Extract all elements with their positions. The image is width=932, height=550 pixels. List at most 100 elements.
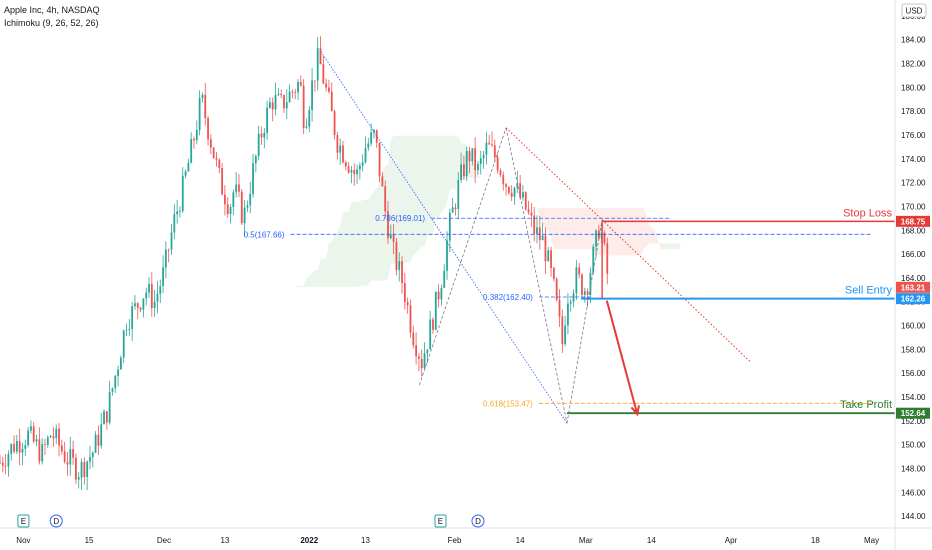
candle-body [153, 301, 156, 309]
cloud-segment [615, 208, 619, 256]
candle-body [541, 235, 544, 241]
cloud-segment [418, 135, 422, 251]
price-axis[interactable]: 144.00 146.00 148.00 150.00 152.00 154.00 156.… [894, 0, 930, 550]
candle-body [280, 93, 283, 96]
cloud-segment [404, 135, 408, 263]
fib-leg-line [320, 51, 568, 424]
candle-body [364, 147, 367, 163]
candle-body [44, 444, 46, 446]
candle-body [572, 293, 575, 302]
candle-body [328, 87, 330, 92]
candle-body [271, 102, 274, 110]
candle-body [429, 319, 432, 350]
currency-badge[interactable]: USD [901, 3, 927, 18]
sell-entry-tag: 162.26 [901, 295, 926, 304]
y-tick-label: 166.00 [901, 250, 926, 259]
candle-body [260, 133, 263, 138]
cloud-segment [565, 208, 568, 250]
projection-arrow [605, 300, 639, 415]
candle-body [27, 430, 30, 446]
x-tick-label: 14 [647, 536, 656, 545]
cloud-segment [365, 199, 369, 286]
candle-body [58, 428, 60, 446]
cloud-segment [663, 243, 667, 250]
cloud-segment [646, 216, 650, 247]
candle-body [190, 139, 193, 163]
candle-body [389, 234, 392, 239]
candle-body [530, 212, 533, 216]
candle-body [226, 204, 229, 215]
swing-leg-line [505, 127, 568, 424]
candle-body [356, 169, 358, 175]
x-tick-label: 13 [220, 536, 229, 545]
candle-body [80, 461, 83, 478]
cloud-segment [455, 135, 459, 189]
cloud-segment [343, 212, 346, 288]
cloud-segment [312, 270, 315, 288]
candle-body [229, 206, 232, 215]
y-tick-label: 144.00 [901, 512, 926, 521]
cloud-segment [449, 135, 453, 190]
candle-body [550, 250, 552, 269]
cloud-segment [399, 135, 403, 264]
candle-body [122, 330, 125, 358]
cloud-segment [626, 208, 630, 256]
candle-body [83, 461, 86, 478]
candle-body [316, 48, 319, 81]
cloud-segment [472, 159, 476, 179]
candle-body [387, 211, 389, 239]
cloud-segment [435, 135, 439, 221]
cloud-segment [331, 235, 335, 288]
y-tick-label: 172.00 [901, 179, 926, 188]
candle-body [522, 192, 524, 198]
cloud-segment [303, 278, 307, 288]
candle-body [578, 267, 581, 275]
time-axis[interactable]: Nov 15 Dec 13 2022 13 Feb 14 Mar 14 Apr 18 May [0, 527, 932, 545]
dividend-marker [49, 514, 63, 528]
candle-body [224, 194, 226, 205]
candle-body [575, 267, 578, 294]
earnings-marker [17, 514, 30, 528]
candle-body [378, 142, 381, 177]
cloud-segment [407, 135, 411, 263]
cloud-segment [598, 208, 602, 256]
cloud-segment [548, 208, 552, 240]
cloud-segment [590, 208, 594, 250]
candle-body [488, 142, 491, 145]
cloud-segment [618, 208, 622, 256]
candle-body [269, 102, 271, 108]
candle-body [164, 249, 167, 268]
cloud-segment [413, 135, 417, 255]
candle-body [131, 306, 134, 329]
cloud-segment [295, 286, 299, 288]
fibonacci-levels: 0.786(169.01) 0.5(167.66) 0.382(162.40) 0.6… [244, 51, 872, 424]
cloud-segment [553, 208, 557, 250]
candle-body [162, 267, 164, 287]
candle-body [285, 102, 288, 109]
candles [0, 36, 609, 490]
candle-body [423, 353, 426, 369]
candle-body [403, 283, 406, 303]
cloud-segment [584, 208, 588, 250]
cloud-segment [444, 135, 448, 209]
cloud-segment [390, 135, 394, 264]
candle-body [434, 291, 437, 330]
candle-body [401, 261, 403, 284]
candle-body [60, 445, 63, 452]
candle-body [167, 249, 170, 251]
y-tick-label: 148.00 [901, 464, 926, 473]
indicator-title: Ichimoku (9, 26, 52, 26) [4, 18, 99, 28]
candle-body [370, 132, 373, 144]
y-tick-label: 152.00 [901, 417, 926, 426]
x-tick-label: 14 [516, 536, 525, 545]
cloud-segment [657, 239, 661, 250]
candle-body [412, 332, 415, 346]
cloud-segment [677, 243, 681, 250]
cloud-segment [337, 226, 341, 288]
candle-body [491, 144, 493, 146]
candle-body [142, 298, 145, 310]
cloud-segment [379, 174, 383, 281]
cloud-segment [587, 208, 591, 250]
